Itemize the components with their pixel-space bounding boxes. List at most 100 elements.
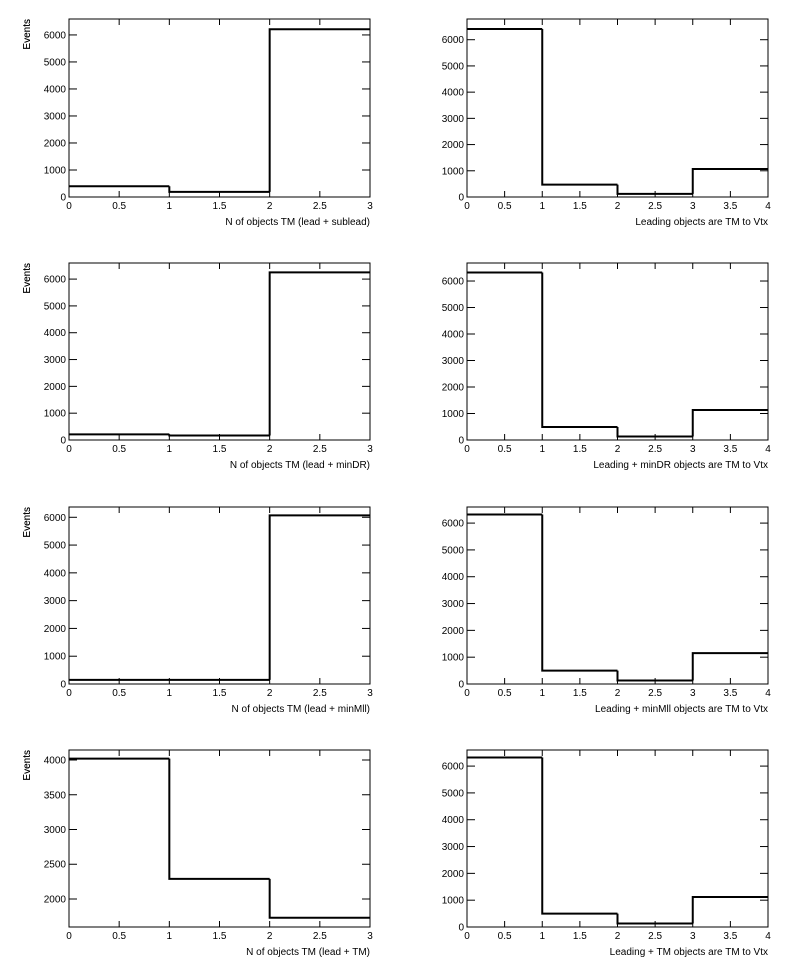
histogram-bin [691, 409, 768, 437]
plot-frame [466, 506, 769, 685]
y-tick-label: 4000 [442, 88, 465, 99]
y-tick-label: 6000 [44, 275, 67, 286]
panel: 0 1000 2000 3000 4000 5000 6000 0 0.5 1 1.5 2 2.5 3 N … [22, 506, 373, 715]
y-tick-label: 6000 [44, 30, 67, 41]
y-tick-label: 2000 [442, 626, 465, 637]
x-tick-label: 2.5 [313, 688, 327, 699]
y-tick-label: 3000 [44, 825, 67, 836]
x-tick-label: 2.5 [313, 444, 327, 455]
y-tick-label: 5000 [442, 545, 465, 556]
y-tick-label: 2000 [442, 383, 465, 394]
x-tick-label: 0 [464, 688, 470, 699]
y-tick-label: 0 [60, 193, 66, 204]
x-tick-label: 2 [615, 201, 621, 212]
x-tick-label: 0.5 [112, 931, 126, 942]
x-tick-label: 1 [539, 444, 545, 455]
x-tick-label: 4 [765, 201, 771, 212]
histogram-bin [268, 514, 370, 680]
histogram-bin [691, 167, 768, 194]
panel: 0 1000 2000 3000 4000 5000 6000 0 0.5 1 1.5 2 2.5 3 N … [22, 262, 373, 471]
x-tick-label: 2.5 [313, 931, 327, 942]
x-tick-label: 2.5 [648, 931, 662, 942]
y-tick-label: 2000 [442, 869, 465, 880]
y-tick-label: 6000 [442, 762, 465, 773]
x-tick-label: 0.5 [498, 931, 512, 942]
y-axis-label: Events [22, 750, 33, 781]
x-tick-label: 2 [615, 931, 621, 942]
histogram-bin [616, 184, 693, 195]
x-tick-label: 3 [367, 201, 373, 212]
x-tick-label: 1 [539, 931, 545, 942]
y-tick-label: 0 [60, 436, 66, 447]
y-tick-label: 5000 [442, 788, 465, 799]
y-tick-label: 5000 [44, 541, 67, 552]
y-tick-label: 0 [458, 680, 464, 691]
y-axis-label: Events [22, 263, 33, 294]
x-tick-label: 0 [464, 201, 470, 212]
x-tick-label: 2.5 [313, 201, 327, 212]
x-tick-label: 3 [367, 931, 373, 942]
histogram-bin [541, 514, 618, 672]
panel: 0 1000 2000 3000 4000 5000 6000 0 0.5 1 1.5 2 2.5 3 N … [22, 18, 373, 228]
x-tick-label: 3 [367, 444, 373, 455]
histogram-bin [541, 272, 618, 429]
y-tick-label: 6000 [442, 519, 465, 530]
x-tick-label: 0 [66, 931, 72, 942]
x-tick-label: 4 [765, 444, 771, 455]
histogram-bin [691, 895, 768, 924]
histogram-bin [691, 652, 768, 681]
x-tick-label: 1.5 [213, 931, 227, 942]
x-tick-label: 4 [765, 688, 771, 699]
histogram-bin [268, 878, 370, 919]
x-axis-label: N of objects TM (lead + minDR) [230, 460, 370, 471]
y-tick-label: 4000 [44, 756, 67, 767]
x-tick-label: 2.5 [648, 444, 662, 455]
y-tick-label: 2500 [44, 860, 67, 871]
x-axis-label: N of objects TM (lead + minMll) [232, 704, 370, 715]
x-tick-label: 2 [267, 201, 273, 212]
panel: 2000 2500 3000 3500 4000 0 0.5 1 1.5 2 2.5 3 N of ob… [22, 749, 373, 958]
x-tick-label: 1.5 [213, 201, 227, 212]
y-tick-label: 3500 [44, 790, 67, 801]
y-tick-label: 0 [60, 680, 66, 691]
y-tick-label: 4000 [44, 328, 67, 339]
y-tick-label: 0 [458, 436, 464, 447]
x-tick-label: 2.5 [648, 688, 662, 699]
x-tick-label: 1.5 [573, 688, 587, 699]
histogram-bin [541, 28, 618, 186]
panel: 0 1000 2000 3000 4000 5000 6000 0 0.5 1 1.5 2 2.5 3 3.… [22, 18, 771, 228]
x-tick-label: 0 [464, 931, 470, 942]
x-axis-label: N of objects TM (lead + sublead) [225, 217, 370, 228]
x-tick-label: 3.5 [723, 201, 737, 212]
y-tick-label: 4000 [442, 330, 465, 341]
x-tick-label: 0.5 [498, 201, 512, 212]
histogram-bin [268, 28, 370, 192]
x-tick-label: 2.5 [648, 201, 662, 212]
plot-frame [68, 506, 371, 685]
y-tick-label: 3000 [442, 842, 465, 853]
x-tick-label: 2 [267, 688, 273, 699]
x-tick-label: 3.5 [723, 444, 737, 455]
x-tick-label: 1 [167, 201, 173, 212]
x-tick-label: 3 [690, 444, 696, 455]
y-tick-label: 2000 [44, 624, 67, 635]
x-tick-label: 1 [167, 931, 173, 942]
panel: 0 1000 2000 3000 4000 5000 6000 0 0.5 1 1.5 2 2.5 3 3.… [22, 749, 771, 958]
x-tick-label: 3.5 [723, 931, 737, 942]
y-axis-label: Events [22, 19, 33, 50]
histogram-bin [268, 271, 370, 436]
y-tick-label: 5000 [44, 57, 67, 68]
histogram-bin [168, 434, 270, 437]
y-tick-label: 6000 [44, 513, 67, 524]
y-axis-label: Events [22, 750, 33, 781]
y-tick-label: 3000 [442, 599, 465, 610]
x-tick-label: 2 [615, 444, 621, 455]
x-tick-label: 1 [167, 444, 173, 455]
panel: 0 1000 2000 3000 4000 5000 6000 0 0.5 1 1.5 2 2.5 3 3.… [22, 506, 771, 715]
x-tick-label: 2 [267, 931, 273, 942]
y-tick-label: 5000 [44, 301, 67, 312]
y-tick-label: 3000 [442, 356, 465, 367]
y-tick-label: 4000 [44, 568, 67, 579]
x-axis-label: Leading + minMll objects are TM to Vtx [595, 704, 768, 715]
